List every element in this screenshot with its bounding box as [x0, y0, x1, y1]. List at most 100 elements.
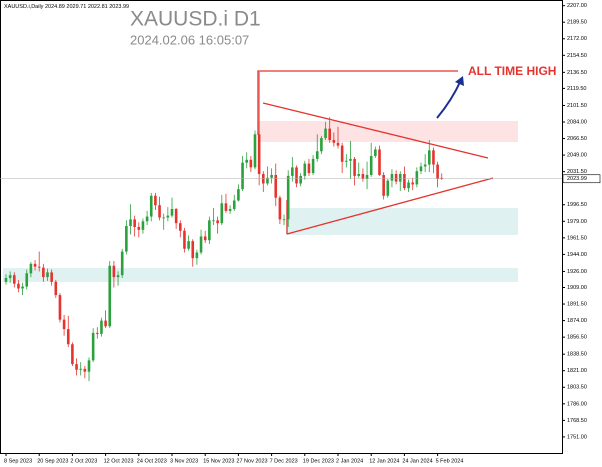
- candle-body: [407, 182, 410, 189]
- candle-body: [365, 174, 369, 179]
- y-tick-label: 1874.00: [567, 318, 587, 324]
- x-tick-label: 5 Feb 2024: [436, 458, 464, 464]
- candle-body: [353, 158, 356, 176]
- x-tick-label: 19 Dec 2023: [303, 458, 334, 464]
- arrow-head: [455, 76, 464, 86]
- y-tick-label: 1909.00: [567, 285, 587, 291]
- x-tick-label: 15 Nov 2023: [203, 458, 234, 464]
- y-tick-label: 2101.50: [567, 103, 587, 109]
- x-tick-label: 24 Jan 2024: [402, 458, 432, 464]
- candle-body: [62, 319, 66, 330]
- candle-body: [191, 241, 195, 259]
- candle-body: [320, 138, 323, 152]
- candle-body: [170, 209, 174, 216]
- candle-body: [336, 142, 340, 146]
- current-price-box: [562, 174, 601, 184]
- x-tick-label: 2 Jan 2024: [336, 458, 363, 464]
- y-tick-label: 1786.00: [567, 401, 587, 407]
- y-tick-label: 1926.00: [567, 269, 587, 275]
- candle-body: [133, 219, 136, 227]
- y-tick-label: 2049.00: [567, 153, 587, 159]
- candle-body: [257, 134, 261, 175]
- y-tick-label: 1979.00: [567, 219, 587, 225]
- candle-body: [166, 215, 170, 218]
- candle-body: [199, 236, 203, 253]
- y-tick-label: 1751.00: [567, 434, 587, 440]
- candle-body: [436, 164, 439, 179]
- candle-body: [120, 251, 124, 276]
- candle-body: [428, 150, 431, 165]
- candle-body: [112, 265, 116, 278]
- candle-body: [374, 149, 377, 157]
- x-tick-label: 12 Oct 2023: [104, 458, 134, 464]
- candle-body: [149, 195, 153, 217]
- candle-body: [232, 200, 236, 210]
- candle-body: [266, 177, 269, 184]
- candle-body: [37, 266, 41, 268]
- y-tick-label: 2136.50: [567, 70, 587, 76]
- candle-body: [340, 145, 344, 162]
- annotation: ALL TIME HIGH: [468, 64, 556, 78]
- x-tick-label: 27 Nov 2023: [236, 458, 267, 464]
- symbol: XAUUSD.i,Daily: [4, 4, 44, 10]
- annotations: [257, 70, 494, 235]
- candles: [4, 71, 444, 382]
- y-tick-label: 1768.50: [567, 418, 587, 424]
- candle-body: [129, 219, 132, 227]
- y-tick-label: 1996.50: [567, 202, 587, 208]
- candle-body: [398, 174, 402, 182]
- candle-body: [174, 209, 178, 224]
- candle-body: [274, 174, 278, 198]
- candle-body: [187, 241, 190, 249]
- candle-body: [432, 150, 435, 165]
- candle-body: [25, 273, 29, 287]
- candle-body: [158, 205, 161, 218]
- demand-zone: [286, 208, 518, 235]
- candle-body: [87, 360, 91, 372]
- candle-body: [58, 295, 62, 320]
- candle-body: [378, 149, 381, 175]
- candle-body: [328, 128, 331, 140]
- y-tick-label: 2031.50: [567, 169, 587, 175]
- candle-body: [42, 267, 45, 278]
- candle-body: [419, 166, 423, 172]
- chart-title: XAUUSD.i D1: [130, 8, 261, 31]
- candle-body: [216, 220, 219, 224]
- candle-body: [21, 286, 24, 289]
- candle-body: [345, 160, 348, 162]
- candle-body: [125, 226, 128, 252]
- candle-body: [220, 203, 224, 224]
- ath-line: [257, 70, 458, 135]
- candle-body: [4, 278, 8, 282]
- candle-body: [249, 159, 253, 168]
- axes: 2207.00 2189.50 2172.00 2154.50 2136.50 2119.…: [0, 3, 601, 464]
- candle-body: [137, 226, 141, 230]
- candle-body: [183, 230, 186, 249]
- y-tick-label: 1944.00: [567, 252, 587, 258]
- ohlc-close: 2023.99: [109, 4, 129, 10]
- candle-body: [228, 209, 232, 211]
- triangle-upper: [262, 102, 489, 159]
- y-tick-label: 2084.00: [567, 119, 587, 125]
- y-tick-label: 2119.50: [567, 86, 586, 92]
- candle-body: [195, 252, 199, 259]
- candle-body: [145, 216, 149, 222]
- candle-body: [91, 332, 95, 361]
- y-tick-label: 2066.50: [567, 136, 587, 142]
- ohlc-open: 2024.89: [45, 4, 65, 10]
- candle-body: [382, 174, 385, 196]
- candle-body: [299, 175, 302, 184]
- candle-body: [332, 139, 336, 143]
- demand-zone: [3, 268, 518, 282]
- candle-body: [245, 159, 248, 163]
- candle-body: [108, 265, 112, 327]
- candle-body: [349, 158, 352, 161]
- y-tick-label: 1803.50: [567, 385, 587, 391]
- candle-body: [71, 344, 74, 365]
- symbol-info: XAUUSD.i,Daily 2024.89 2029.71 2022.81 2…: [4, 4, 129, 10]
- candle-body: [29, 263, 33, 274]
- candle-body: [440, 177, 444, 179]
- candle-body: [208, 220, 211, 241]
- candle-body: [303, 163, 307, 176]
- candle-body: [394, 174, 398, 182]
